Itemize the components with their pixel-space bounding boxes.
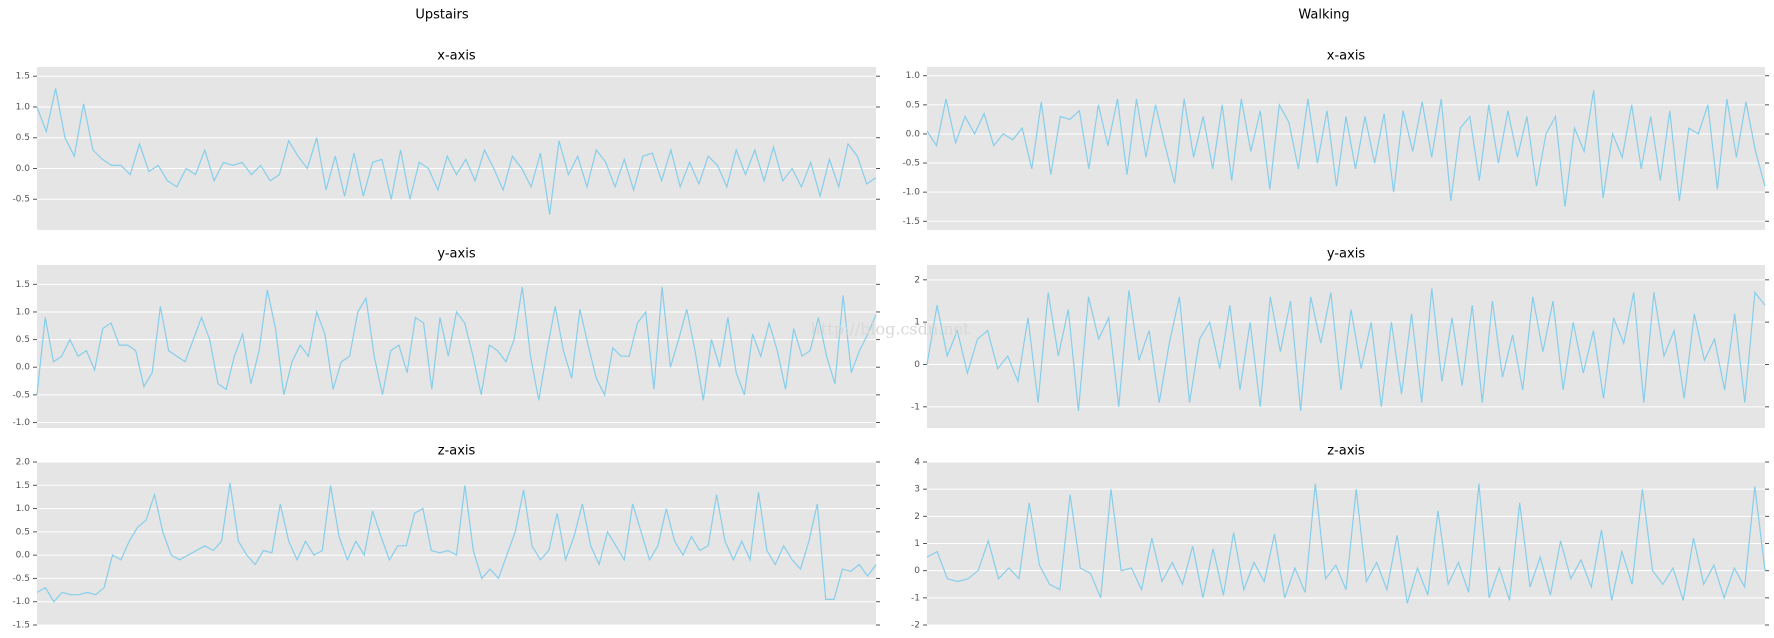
subplot-title: y-axis <box>437 247 475 262</box>
y-tick-label: 0.0 <box>16 164 31 174</box>
y-tick-label: 1.5 <box>16 481 30 491</box>
y-tick-label: 1.0 <box>16 102 31 112</box>
y-tick-label: 1.5 <box>16 280 30 290</box>
y-tick-label: -0.5 <box>12 390 30 400</box>
y-tick-label: 0.5 <box>906 100 920 110</box>
y-tick-label: -1 <box>911 402 920 412</box>
plot-area <box>37 462 876 625</box>
y-tick-label: 1 <box>914 539 920 549</box>
y-tick-label: 0.0 <box>906 129 921 139</box>
y-tick-label: -1.0 <box>12 597 30 607</box>
plot-area <box>37 67 876 230</box>
plot-area <box>927 67 1765 230</box>
column-title: Walking <box>1298 8 1349 23</box>
y-tick-label: -1.5 <box>902 217 920 227</box>
y-tick-label: 2 <box>914 275 920 285</box>
y-tick-label: 0 <box>914 360 920 370</box>
y-tick-label: 1 <box>914 318 920 328</box>
plot-area <box>37 265 876 428</box>
y-tick-label: 0.0 <box>16 363 31 373</box>
y-tick-label: -0.5 <box>902 159 920 169</box>
y-tick-label: 0 <box>914 566 920 576</box>
y-tick-label: -1.5 <box>12 621 30 631</box>
subplot-title: z-axis <box>438 444 476 459</box>
data-line <box>36 88 877 215</box>
data-line <box>36 482 877 603</box>
y-tick-label: -1.0 <box>902 188 920 198</box>
y-tick-label: -0.5 <box>12 574 30 584</box>
watermark: http://blog.csdn.net <box>811 320 970 339</box>
y-tick-label: 3 <box>914 485 920 495</box>
y-tick-label: 2 <box>914 512 920 522</box>
y-tick-label: 1.0 <box>906 71 921 81</box>
y-tick-label: 1.5 <box>16 72 30 82</box>
y-tick-label: 0.5 <box>16 133 30 143</box>
y-tick-label: 0.5 <box>16 335 30 345</box>
data-line <box>36 287 877 401</box>
subplot-title: x-axis <box>1327 49 1366 64</box>
y-tick-label: 1.0 <box>16 504 31 514</box>
y-tick-label: 4 <box>914 458 920 468</box>
subplot-title: y-axis <box>1327 247 1365 262</box>
y-tick-label: 0.0 <box>16 551 31 561</box>
data-line <box>926 288 1766 412</box>
subplot-title: z-axis <box>1327 444 1365 459</box>
y-tick-label: 0.5 <box>16 527 30 537</box>
y-tick-label: 2.0 <box>16 458 31 468</box>
column-title: Upstairs <box>415 8 469 23</box>
y-tick-label: -1 <box>911 593 920 603</box>
y-tick-label: -0.5 <box>12 195 30 205</box>
data-line <box>926 483 1766 604</box>
y-tick-label: -1.0 <box>12 418 30 428</box>
data-line <box>926 90 1766 207</box>
y-tick-label: 1.0 <box>16 307 31 317</box>
subplot-title: x-axis <box>437 49 476 64</box>
y-tick-label: -2 <box>911 621 920 631</box>
